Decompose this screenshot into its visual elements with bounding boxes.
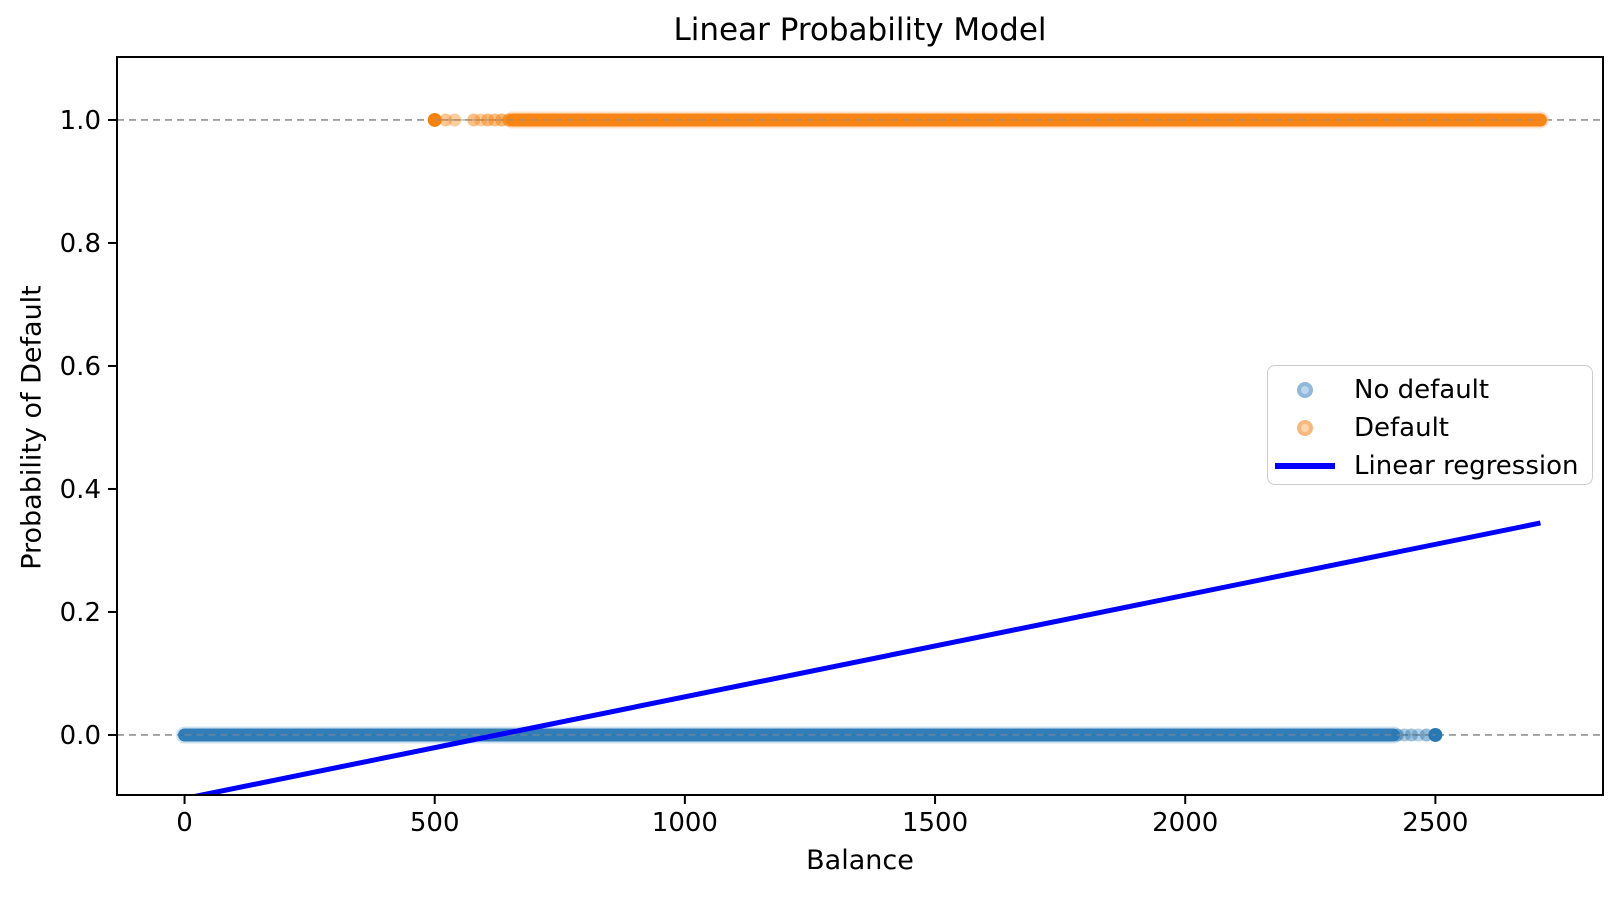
y-tick-label: 0.8	[60, 229, 101, 259]
scatter-point	[1397, 728, 1411, 742]
legend-row: Default	[1268, 409, 1592, 447]
legend-marker-dot-icon	[1268, 382, 1342, 398]
x-tick-label: 1500	[902, 808, 968, 838]
x-tick-label: 0	[176, 808, 193, 838]
scatter-point	[448, 113, 462, 127]
chart-title: Linear Probability Model	[673, 12, 1047, 48]
scatter-strip-no-default	[176, 726, 1443, 744]
regression-line	[189, 520, 1541, 795]
legend-row: Linear regression	[1268, 447, 1592, 485]
y-tick-label: 0.2	[60, 598, 101, 628]
x-tick-label: 1000	[652, 808, 718, 838]
legend-label: Linear regression	[1354, 451, 1579, 481]
scatter-point	[439, 113, 453, 127]
y-tick-label: 1.0	[60, 106, 101, 136]
legend-marker-dot-icon	[1268, 420, 1342, 436]
y-tick-label: 0.6	[60, 352, 101, 382]
scatter-strip-default	[427, 111, 1549, 129]
scatter-marker-icon	[1297, 382, 1313, 398]
y-axis-label: Probability of Default	[16, 285, 48, 570]
scatter-marker-icon	[1297, 420, 1313, 436]
line-marker-icon	[1275, 463, 1335, 469]
legend-row: No default	[1268, 371, 1592, 409]
x-tick-label: 2500	[1402, 808, 1468, 838]
y-tick-label: 0.0	[60, 721, 101, 751]
x-tick-label: 500	[410, 808, 460, 838]
plot-border	[116, 56, 1604, 796]
plot-marks	[117, 111, 1603, 795]
legend-label: No default	[1354, 375, 1490, 405]
legend-marker-line-icon	[1268, 463, 1342, 469]
legend-label: Default	[1354, 413, 1449, 443]
x-axis-label: Balance	[806, 845, 914, 876]
legend: No default Default Linear regression	[1267, 365, 1593, 485]
x-tick-label: 2000	[1152, 808, 1218, 838]
y-tick-label: 0.4	[60, 475, 101, 505]
